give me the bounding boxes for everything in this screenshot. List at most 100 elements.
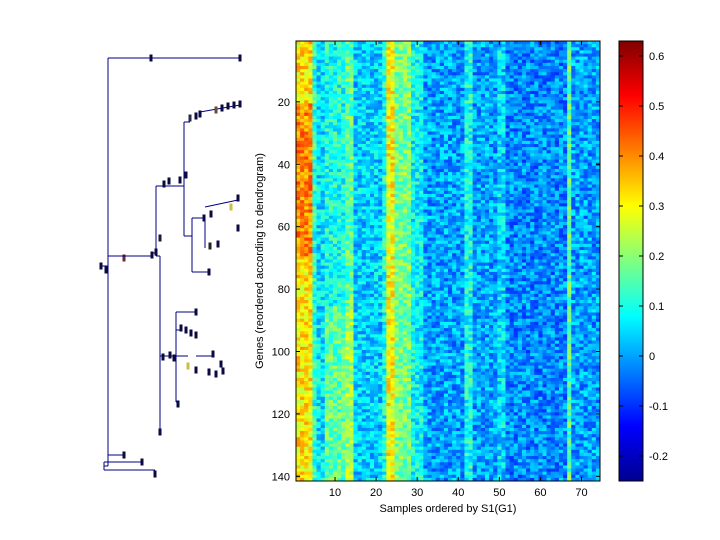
heatmap-cell bbox=[542, 197, 547, 201]
heatmap-cell bbox=[567, 62, 572, 67]
heatmap-cell bbox=[521, 100, 527, 104]
heatmap-cell bbox=[595, 197, 601, 201]
heatmap-cell bbox=[554, 53, 560, 57]
heatmap-cell bbox=[365, 47, 371, 51]
heatmap-cell bbox=[365, 103, 371, 107]
heatmap-cell bbox=[526, 115, 531, 120]
dendrogram-node bbox=[209, 210, 213, 218]
heatmap-cell bbox=[419, 221, 424, 226]
heatmap-cell bbox=[300, 187, 305, 192]
heatmap-cell bbox=[300, 131, 305, 135]
heatmap-cell bbox=[353, 44, 358, 48]
heatmap-cell bbox=[587, 122, 593, 126]
heatmap-cell bbox=[464, 178, 469, 182]
heatmap-cell bbox=[501, 212, 506, 217]
heatmap-cell bbox=[484, 212, 490, 217]
heatmap-cell bbox=[374, 153, 379, 157]
heatmap-cell bbox=[530, 87, 535, 92]
heatmap-cell bbox=[558, 78, 564, 82]
heatmap-cell bbox=[415, 75, 420, 79]
heatmap-cell bbox=[419, 200, 424, 204]
heatmap-cell bbox=[431, 47, 436, 51]
heatmap-cell bbox=[431, 131, 436, 135]
heatmap-cell bbox=[484, 84, 490, 89]
heatmap-cell bbox=[497, 203, 502, 207]
heatmap-cell bbox=[452, 150, 457, 154]
heatmap-cell bbox=[550, 62, 556, 67]
heatmap-cell bbox=[378, 150, 383, 154]
heatmap-cell bbox=[439, 65, 445, 70]
heatmap-cell bbox=[452, 228, 457, 232]
heatmap-cell bbox=[357, 243, 363, 248]
heatmap-cell bbox=[443, 94, 449, 98]
heatmap-cell bbox=[530, 119, 535, 123]
heatmap-cell bbox=[398, 50, 404, 54]
heatmap-cell bbox=[443, 97, 449, 101]
heatmap-cell bbox=[558, 209, 564, 213]
heatmap-cell bbox=[538, 218, 543, 223]
heatmap-cell bbox=[530, 109, 535, 114]
heatmap-cell bbox=[378, 59, 383, 64]
heatmap-cell bbox=[415, 97, 420, 101]
heatmap-cell bbox=[452, 84, 457, 89]
heatmap-cell bbox=[489, 115, 494, 120]
heatmap-cell bbox=[402, 237, 408, 242]
heatmap-cell bbox=[493, 125, 498, 129]
heatmap-cell bbox=[304, 137, 309, 142]
heatmap-cell bbox=[476, 184, 482, 188]
heatmap-cell bbox=[521, 197, 527, 201]
heatmap-cell bbox=[443, 140, 449, 145]
heatmap-cell bbox=[328, 175, 334, 179]
heatmap-cell bbox=[452, 100, 457, 104]
heatmap-cell bbox=[464, 112, 469, 117]
heatmap-cell bbox=[365, 128, 371, 132]
heatmap-cell bbox=[394, 53, 399, 57]
heatmap-cell bbox=[341, 209, 346, 213]
heatmap-cell bbox=[472, 175, 478, 179]
heatmap-cell bbox=[439, 94, 445, 98]
heatmap-cell bbox=[353, 143, 358, 148]
heatmap-cell bbox=[571, 47, 576, 51]
heatmap-cell bbox=[567, 100, 572, 104]
heatmap-cell bbox=[456, 240, 461, 245]
heatmap-cell bbox=[501, 112, 506, 117]
heatmap-cell bbox=[300, 56, 305, 61]
heatmap-cell bbox=[390, 137, 395, 142]
heatmap-cell bbox=[423, 50, 428, 54]
heatmap-cell bbox=[538, 69, 543, 73]
heatmap-cell bbox=[546, 137, 551, 142]
heatmap-cell bbox=[505, 56, 510, 61]
heatmap-cell bbox=[521, 128, 527, 132]
heatmap-cell bbox=[324, 206, 330, 210]
heatmap-cell bbox=[505, 41, 510, 45]
heatmap-cell bbox=[439, 218, 445, 223]
heatmap-cell bbox=[337, 221, 342, 226]
heatmap-cell bbox=[320, 237, 326, 242]
heatmap-cell bbox=[411, 168, 416, 173]
heatmap-cell bbox=[530, 81, 535, 85]
heatmap-cell bbox=[304, 240, 309, 245]
heatmap-cell bbox=[472, 243, 478, 248]
heatmap-cell bbox=[312, 81, 317, 85]
heatmap-cell bbox=[538, 140, 543, 145]
heatmap-cell bbox=[304, 187, 309, 192]
heatmap-cell bbox=[423, 203, 428, 207]
heatmap-cell bbox=[423, 72, 428, 76]
heatmap-cell bbox=[369, 112, 375, 117]
heatmap-cell bbox=[521, 125, 527, 129]
heatmap-cell bbox=[345, 175, 350, 179]
heatmap-cell bbox=[501, 234, 506, 238]
heatmap-cell bbox=[517, 137, 523, 142]
heatmap-cell bbox=[505, 94, 510, 98]
heatmap-cell bbox=[390, 231, 395, 235]
heatmap-cell bbox=[509, 72, 515, 76]
heatmap-cell bbox=[542, 193, 547, 198]
heatmap-cell bbox=[472, 184, 478, 188]
heatmap-cell bbox=[513, 212, 519, 217]
heatmap-cell bbox=[443, 125, 449, 129]
heatmap-cell bbox=[452, 215, 457, 220]
heatmap-cell bbox=[484, 175, 490, 179]
heatmap-cell bbox=[505, 90, 510, 95]
heatmap-cell bbox=[390, 237, 395, 242]
heatmap-cell bbox=[591, 47, 597, 51]
